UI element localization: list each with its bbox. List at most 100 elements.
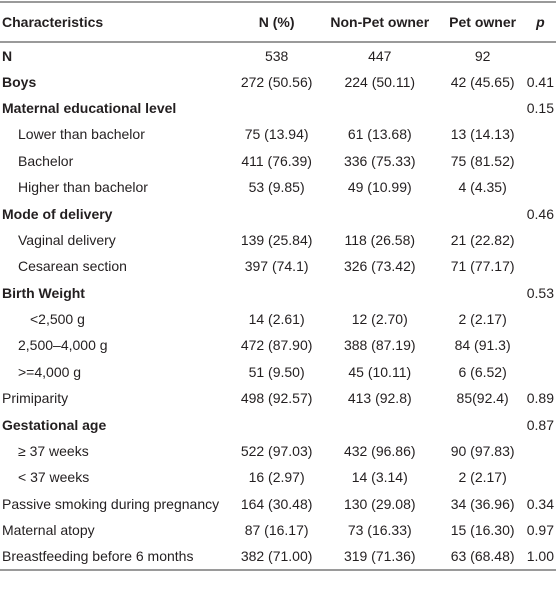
table-cell bbox=[525, 174, 556, 200]
table-row: Vaginal delivery 139 (25.84) 118 (26.58) 21… bbox=[0, 227, 556, 253]
table-cell bbox=[234, 411, 319, 437]
table-cell: 272 (50.56) bbox=[240, 73, 313, 90]
table-cell: Boys bbox=[2, 73, 37, 90]
table-cell bbox=[525, 438, 556, 464]
table-cell bbox=[441, 411, 525, 437]
table-cell: Passive smoking during pregnancy bbox=[2, 495, 220, 512]
table-cell: 14 (3.14) bbox=[351, 469, 408, 486]
table-row: Lower than bachelor 75 (13.94) 61 (13.68) 1… bbox=[0, 121, 556, 147]
table-cell: 84 (91.3) bbox=[454, 337, 511, 354]
table-cell: 413 (92.8) bbox=[347, 390, 412, 407]
table-cell: 388 (87.19) bbox=[343, 337, 416, 354]
table-cell: 21 (22.82) bbox=[450, 231, 515, 248]
table-row: Higher than bachelor 53 (9.85) 49 (10.99) 4… bbox=[0, 174, 556, 200]
table-cell: 0.97 bbox=[526, 522, 554, 539]
table-cell: 2 (2.17) bbox=[458, 469, 507, 486]
table-cell: Primiparity bbox=[2, 390, 69, 407]
table-cell: 432 (96.86) bbox=[343, 443, 416, 460]
table-cell: 164 (30.48) bbox=[240, 495, 313, 512]
table-cell: 13 (14.13) bbox=[450, 126, 515, 143]
table-cell: Higher than bachelor bbox=[18, 179, 148, 196]
table-body: N 538 447 92 Boys 272 (50.56) 224 (50.11) 42 (4… bbox=[0, 42, 556, 570]
table-cell bbox=[234, 200, 319, 226]
table-cell: Gestational age bbox=[2, 416, 107, 433]
table-cell: 61 (13.68) bbox=[347, 126, 412, 143]
header-row: Characteristics N (%) Non-Pet owner Pet … bbox=[0, 2, 556, 42]
table-cell: 53 (9.85) bbox=[248, 179, 305, 196]
table-cell: 71 (77.17) bbox=[450, 258, 515, 275]
table-row: <2,500 g 14 (2.61) 12 (2.70) 2 (2.17) bbox=[0, 306, 556, 332]
table-row: Maternal atopy 87 (16.17) 73 (16.33) 15 (16… bbox=[0, 517, 556, 543]
table-cell: 75 (81.52) bbox=[450, 152, 515, 169]
table-cell: 51 (9.50) bbox=[248, 363, 305, 380]
table-cell: 139 (25.84) bbox=[240, 231, 313, 248]
table-cell bbox=[441, 280, 525, 306]
table-cell: 90 (97.83) bbox=[450, 443, 515, 460]
table-cell bbox=[525, 227, 556, 253]
table-cell bbox=[441, 200, 525, 226]
table-cell bbox=[234, 95, 319, 121]
table-cell: 0.53 bbox=[526, 284, 554, 301]
table-cell: <2,500 g bbox=[30, 311, 85, 328]
table-row: Cesarean section 397 (74.1) 326 (73.42) 71 … bbox=[0, 253, 556, 279]
table-cell: 75 (13.94) bbox=[244, 126, 309, 143]
table-cell: Maternal educational level bbox=[2, 99, 177, 116]
table-cell: 1.00 bbox=[526, 548, 554, 565]
table-cell: 472 (87.90) bbox=[240, 337, 313, 354]
table-cell: 0.41 bbox=[526, 73, 554, 90]
table-cell: N bbox=[2, 47, 13, 64]
table-cell: Birth Weight bbox=[2, 284, 85, 301]
table-cell: 14 (2.61) bbox=[248, 311, 305, 328]
header-cell: Characteristics bbox=[2, 14, 104, 30]
table-cell bbox=[525, 121, 556, 147]
table-cell: 0.87 bbox=[526, 416, 554, 433]
table-cell: 326 (73.42) bbox=[343, 258, 416, 275]
table-cell: Breastfeeding before 6 months bbox=[2, 548, 194, 565]
table-cell: 319 (71.36) bbox=[343, 548, 416, 565]
table-cell: 87 (16.17) bbox=[244, 522, 309, 539]
table-row: < 37 weeks 16 (2.97) 14 (3.14) 2 (2.17) bbox=[0, 464, 556, 490]
table-cell bbox=[525, 253, 556, 279]
table-row: Gestational age 0.87 bbox=[0, 411, 556, 437]
table-cell: 0.46 bbox=[526, 205, 554, 222]
table-cell: 12 (2.70) bbox=[351, 311, 408, 328]
table-row: Boys 272 (50.56) 224 (50.11) 42 (45.65) 0.41 bbox=[0, 68, 556, 94]
table-cell: 382 (71.00) bbox=[240, 548, 313, 565]
table-cell bbox=[319, 95, 441, 121]
table-row: Breastfeeding before 6 months 382 (71.00)… bbox=[0, 543, 556, 570]
table-cell bbox=[525, 464, 556, 490]
table-cell: Lower than bachelor bbox=[18, 126, 145, 143]
table-cell: 4 (4.35) bbox=[458, 179, 507, 196]
table-cell: 411 (76.39) bbox=[241, 152, 312, 169]
table-cell: 16 (2.97) bbox=[248, 469, 305, 486]
table-cell: 45 (10.11) bbox=[348, 363, 412, 380]
table-cell: 0.34 bbox=[526, 495, 554, 512]
table-header: Characteristics N (%) Non-Pet owner Pet … bbox=[0, 2, 556, 42]
header-cell: N (%) bbox=[258, 14, 295, 30]
table-cell bbox=[319, 280, 441, 306]
table-cell bbox=[234, 280, 319, 306]
table-cell: 85(92.4) bbox=[456, 390, 509, 407]
table-cell: 224 (50.11) bbox=[344, 73, 416, 90]
table-row: ≥ 37 weeks 522 (97.03) 432 (96.86) 90 (97.8… bbox=[0, 438, 556, 464]
table-cell: 336 (75.33) bbox=[343, 152, 416, 169]
table-cell bbox=[525, 148, 556, 174]
table-cell: 2,500–4,000 g bbox=[18, 337, 108, 354]
table-cell: 92 bbox=[474, 47, 491, 64]
table-cell bbox=[525, 332, 556, 358]
table-cell: ≥ 37 weeks bbox=[18, 443, 89, 460]
table-cell: 34 (36.96) bbox=[450, 495, 515, 512]
table-row: 2,500–4,000 g 472 (87.90) 388 (87.19) 84 (9… bbox=[0, 332, 556, 358]
table-cell bbox=[319, 411, 441, 437]
table-cell: 42 (45.65) bbox=[450, 73, 515, 90]
table-row: >=4,000 g 51 (9.50) 45 (10.11) 6 (6.52) bbox=[0, 359, 556, 385]
table-cell: 118 (26.58) bbox=[344, 231, 416, 248]
table-row: Primiparity 498 (92.57) 413 (92.8) 85(92.4)… bbox=[0, 385, 556, 411]
table-cell bbox=[525, 42, 556, 68]
table-cell: 397 (74.1) bbox=[244, 258, 309, 275]
table-cell: Maternal atopy bbox=[2, 522, 95, 539]
table-row: Passive smoking during pregnancy 164 (30.… bbox=[0, 491, 556, 517]
table-row: Birth Weight 0.53 bbox=[0, 280, 556, 306]
table-cell: 538 bbox=[264, 47, 289, 64]
